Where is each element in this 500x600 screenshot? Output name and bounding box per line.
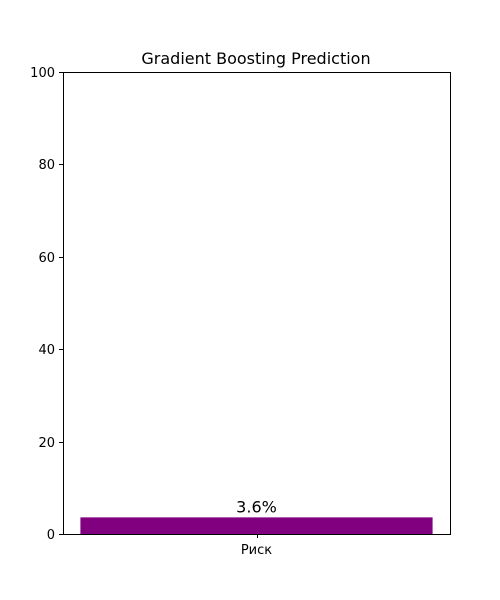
y-tick-label: 80	[38, 158, 55, 173]
y-tick-label: 60	[38, 251, 55, 266]
x-tick-label: Риск	[241, 543, 272, 558]
bars: 3.6%	[80, 497, 433, 534]
bar-value-label: 3.6%	[236, 497, 277, 516]
x-axis: Риск	[241, 534, 272, 558]
y-tick-label: 100	[30, 66, 55, 81]
y-axis: 0 20 40 60 80 100	[30, 66, 63, 543]
y-tick-label: 40	[38, 343, 55, 358]
chart-title: Gradient Boosting Prediction	[141, 49, 370, 68]
plot-frame	[63, 72, 451, 535]
y-tick-label: 0	[47, 528, 55, 543]
y-tick-label: 20	[38, 436, 55, 451]
bar	[80, 517, 433, 534]
